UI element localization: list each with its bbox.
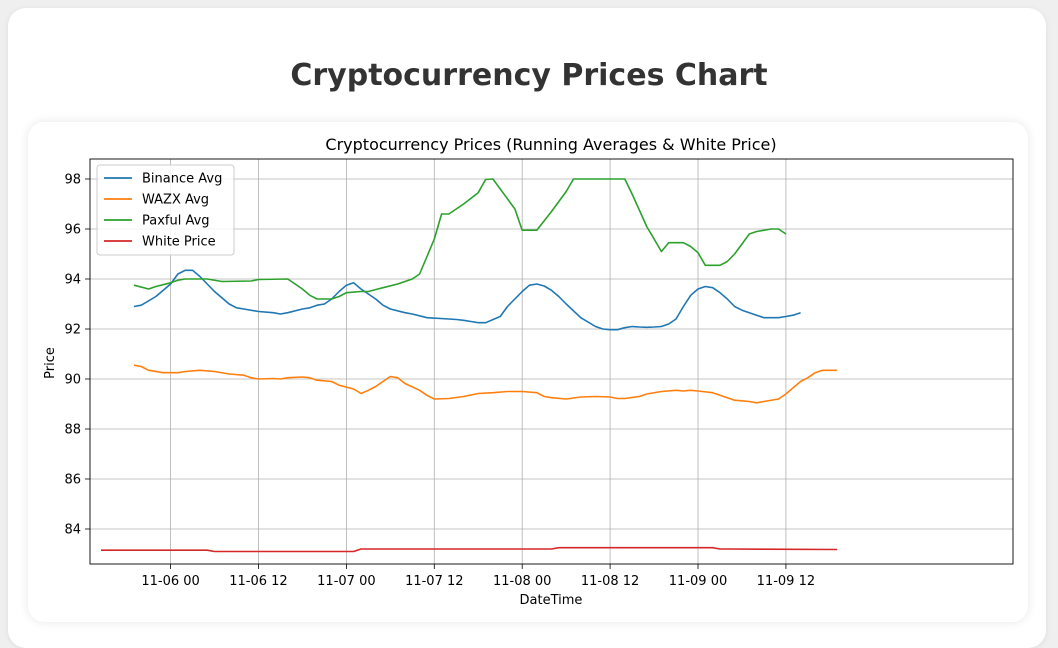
legend-label-paxful-avg: Paxful Avg: [142, 214, 210, 229]
series-layer: [101, 178, 838, 553]
x-tick-label: 11-06 00: [141, 574, 199, 589]
y-tick-label: 92: [64, 323, 81, 338]
series-line-paxful-avg: [133, 178, 787, 300]
x-tick-label: 11-08 12: [581, 574, 639, 589]
grid-layer: [90, 159, 1013, 564]
series-line-white-price: [101, 546, 838, 553]
legend-label-wazx-avg: WAZX Avg: [142, 193, 209, 208]
series-line-binance-avg: [133, 269, 801, 331]
y-tick-label: 96: [64, 223, 81, 238]
y-tick-label: 90: [64, 373, 81, 388]
x-axis-label: DateTime: [520, 593, 583, 608]
chart-svg: Cryptocurrency Prices (Running Averages …: [43, 135, 1014, 608]
page-title: Cryptocurrency Prices Chart: [290, 58, 768, 93]
plot-frame: [89, 158, 1014, 565]
x-tick-label: 11-07 00: [317, 574, 375, 589]
y-tick-label: 84: [64, 523, 81, 538]
y-tick-label: 94: [64, 273, 81, 288]
legend-label-binance-avg: Binance Avg: [142, 172, 222, 187]
legend-box: [96, 164, 235, 256]
y-tick-label: 98: [64, 173, 81, 188]
x-tick-label: 11-09 00: [669, 574, 727, 589]
legend-label-white-price: White Price: [142, 235, 216, 250]
x-tick-label: 11-06 12: [229, 574, 287, 589]
series-line-wazx-avg: [133, 364, 838, 404]
y-tick-label: 86: [64, 473, 81, 488]
x-tick-label: 11-07 12: [405, 574, 463, 589]
x-tick-label: 11-08 00: [493, 574, 551, 589]
chart-card: Cryptocurrency Prices (Running Averages …: [28, 122, 1028, 622]
axes-layer: 11-06 00 11-06 12 11-07 00 11-07 12 11-08 00…: [64, 158, 1014, 589]
x-tick-label: 11-09 12: [757, 574, 815, 589]
y-tick-label: 88: [64, 423, 81, 438]
legend: Binance Avg WAZX Avg Paxful Avg White Price: [96, 164, 235, 256]
chart-title: Cryptocurrency Prices (Running Averages …: [325, 135, 776, 154]
y-axis-label: Price: [43, 347, 58, 379]
